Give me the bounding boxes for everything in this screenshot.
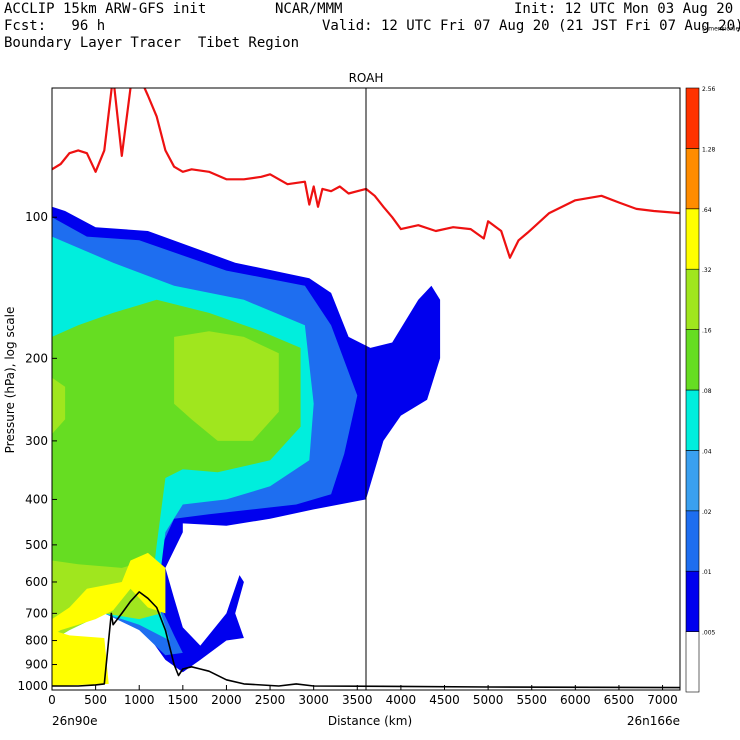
x-axis-ticks: 0 500 1000 1500 2000 2500 3000 3500 4000 4500 5000… bbox=[48, 685, 678, 707]
x-tick-label: 4000 bbox=[386, 693, 417, 707]
colorbar-label: .005 bbox=[702, 630, 716, 637]
contour-region-8 bbox=[52, 630, 109, 686]
contour-region-4 bbox=[174, 331, 279, 441]
colorbar-label: .16 bbox=[702, 328, 712, 335]
colorbar-label: .04 bbox=[702, 448, 712, 455]
x-tick-label: 4500 bbox=[429, 693, 460, 707]
y-tick-label: 200 bbox=[25, 351, 48, 365]
chart-title: ROAH bbox=[349, 71, 384, 85]
colorbar-swatch bbox=[685, 389, 700, 451]
x-axis-right-endpoint: 26n166e bbox=[627, 714, 680, 728]
plot-frame bbox=[51, 87, 681, 691]
header-line3-left: Boundary Layer Tracer Tibet Region bbox=[4, 35, 300, 51]
contour-region-5 bbox=[52, 377, 66, 434]
x-tick-label: 3000 bbox=[298, 693, 329, 707]
colorbar-swatch bbox=[685, 268, 700, 330]
colorbar-label: .08 bbox=[702, 388, 712, 395]
colorbar-label: .64 bbox=[702, 207, 712, 214]
colorbar-swatch bbox=[685, 450, 700, 512]
header-line2-right: Valid: 12 UTC Fri 07 Aug 20 (21 JST Fri … bbox=[322, 18, 740, 34]
series-line-0 bbox=[52, 88, 680, 259]
x-tick-label: 2000 bbox=[211, 693, 242, 707]
colorbar-label: 1.28 bbox=[702, 146, 716, 153]
y-tick-label: 1000 bbox=[17, 679, 48, 693]
colorbar-label: .01 bbox=[702, 569, 712, 576]
colorbar-swatch bbox=[685, 329, 700, 391]
x-tick-label: 2500 bbox=[255, 693, 286, 707]
x-axis-label: Distance (km) bbox=[328, 714, 412, 728]
x-tick-label: 0 bbox=[48, 693, 56, 707]
header-line1-mid: NCAR/MMM bbox=[275, 1, 343, 17]
y-tick-label: 600 bbox=[25, 575, 48, 589]
y-tick-label: 800 bbox=[25, 634, 48, 648]
line-series bbox=[52, 88, 680, 689]
y-tick-label: 900 bbox=[25, 658, 48, 672]
colorbar-swatch bbox=[685, 148, 700, 210]
x-axis-left-endpoint: 26n90e bbox=[52, 714, 98, 728]
y-axis-ticks: 100 200 300 400 500 600 700 800 900 1000 bbox=[17, 210, 57, 693]
colorbar-swatch bbox=[685, 87, 700, 149]
y-tick-label: 700 bbox=[25, 606, 48, 620]
contour-region-7 bbox=[52, 552, 166, 636]
colorbar-label: Dimensionless bbox=[702, 26, 740, 33]
x-tick-label: 7000 bbox=[647, 693, 678, 707]
x-tick-label: 5500 bbox=[516, 693, 547, 707]
header-line2-left: Fcst: 96 h bbox=[4, 18, 106, 34]
header-line1-left: ACCLIP 15km ARW-GFS init bbox=[4, 1, 207, 17]
colorbar-label: 2.56 bbox=[702, 86, 716, 93]
header-line1-right: Init: 12 UTC Mon 03 Aug 20 bbox=[514, 1, 734, 17]
x-tick-label: 6500 bbox=[604, 693, 635, 707]
tracer-contours bbox=[52, 206, 441, 686]
x-tick-label: 5000 bbox=[473, 693, 504, 707]
y-tick-label: 500 bbox=[25, 538, 48, 552]
colorbar-label: .02 bbox=[702, 509, 712, 516]
colorbar-swatch bbox=[685, 510, 700, 572]
colorbar-swatch bbox=[685, 631, 700, 693]
series-line-1 bbox=[52, 591, 680, 689]
colorbar-label: .32 bbox=[702, 267, 712, 274]
colorbar: .005 .01 .02 .04 .08 .16 .32 .64 1.28 2.56 Dimensi… bbox=[685, 26, 740, 693]
x-tick-label: 500 bbox=[84, 693, 107, 707]
x-tick-label: 6000 bbox=[560, 693, 591, 707]
x-tick-label: 1000 bbox=[124, 693, 155, 707]
colorbar-swatch bbox=[685, 208, 700, 270]
y-tick-label: 400 bbox=[25, 492, 48, 506]
x-tick-label: 1500 bbox=[168, 693, 199, 707]
y-tick-label: 300 bbox=[25, 434, 48, 448]
y-axis-label: Pressure (hPa), log scale bbox=[3, 307, 17, 454]
y-tick-label: 100 bbox=[25, 210, 48, 224]
x-tick-label: 3500 bbox=[342, 693, 373, 707]
colorbar-swatch bbox=[685, 570, 700, 632]
